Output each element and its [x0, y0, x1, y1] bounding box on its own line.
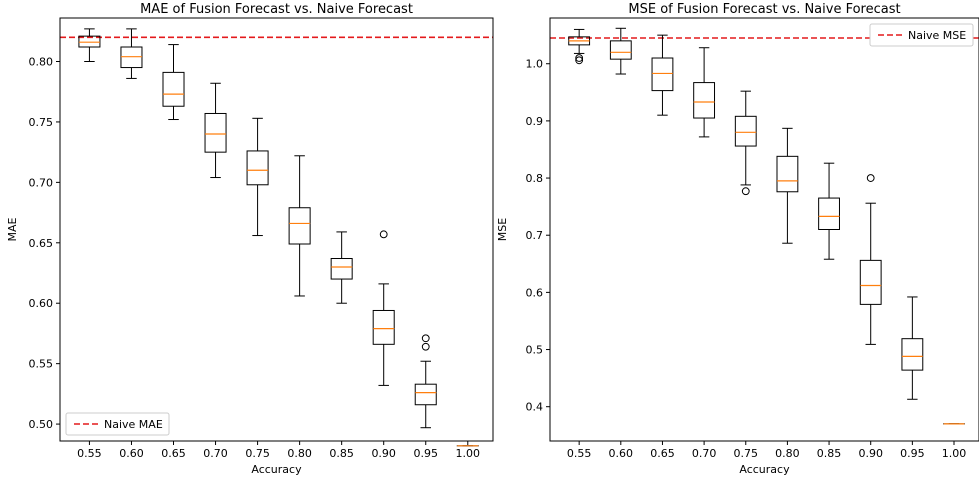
x-tick-label: 0.80 — [287, 447, 312, 460]
mae-chart-panel: MAE of Fusion Forecast vs. Naive Forecas… — [6, 2, 494, 476]
legend-label: Naive MSE — [908, 29, 966, 42]
mse-box-0.60 — [609, 27, 632, 75]
iqr-box — [901, 338, 924, 371]
mae-axes-frame — [59, 17, 494, 442]
x-tick-label: 0.95 — [413, 447, 438, 460]
iqr-box — [246, 150, 269, 186]
x-tick-label: 0.85 — [329, 447, 354, 460]
y-tick-label: 0.75 — [29, 116, 54, 129]
x-tick-label: 0.60 — [609, 447, 634, 460]
mse-box-0.55 — [568, 28, 591, 65]
mae-box-0.65 — [162, 44, 185, 121]
x-tick-label: 0.55 — [77, 447, 102, 460]
mae-box-0.55 — [78, 28, 101, 63]
y-tick-label: 0.50 — [29, 418, 54, 431]
y-tick-label: 0.65 — [29, 237, 54, 250]
mse-box-0.65 — [651, 34, 674, 116]
mae-box-0.90 — [372, 230, 395, 386]
x-tick-label: 0.65 — [650, 447, 675, 460]
iqr-box — [162, 71, 185, 107]
mse-box-0.85 — [818, 162, 840, 260]
mae-y-axis-label: MAE — [6, 217, 19, 241]
iqr-box — [609, 40, 632, 60]
mse-box-0.75 — [734, 90, 757, 196]
y-tick-label: 0.55 — [29, 358, 54, 371]
mse-chart-title: MSE of Fusion Forecast vs. Naive Forecas… — [628, 2, 900, 17]
x-tick-label: 0.60 — [119, 447, 144, 460]
iqr-box — [693, 82, 716, 119]
outlier-point — [379, 230, 388, 239]
outlier-point — [575, 56, 584, 65]
mse-legend: Naive MSE — [869, 23, 974, 47]
iqr-box — [330, 258, 353, 280]
x-tick-label: 0.75 — [245, 447, 270, 460]
iqr-box — [734, 115, 757, 147]
iqr-box — [651, 57, 674, 92]
x-tick-label: 0.70 — [692, 447, 717, 460]
mse-box-0.90 — [859, 174, 882, 345]
y-tick-label: 0.6 — [526, 286, 544, 299]
outlier-point — [741, 187, 750, 196]
x-tick-label: 0.85 — [817, 447, 842, 460]
y-tick-label: 0.5 — [526, 344, 544, 357]
x-tick-label: 0.90 — [371, 447, 396, 460]
mae-box-0.85 — [330, 231, 353, 304]
x-tick-label: 1.00 — [456, 447, 481, 460]
outlier-point — [575, 54, 584, 62]
y-tick-label: 0.8 — [526, 172, 544, 185]
iqr-box — [414, 383, 437, 406]
legend-frame — [65, 412, 170, 436]
mae-box-0.80 — [288, 155, 311, 297]
x-tick-label: 0.90 — [858, 447, 883, 460]
iqr-box — [859, 259, 882, 305]
mse-box-0.95 — [901, 296, 924, 400]
y-tick-label: 0.80 — [29, 56, 54, 69]
outlier-point — [866, 174, 875, 182]
x-tick-label: 1.00 — [942, 447, 967, 460]
y-tick-label: 0.4 — [526, 401, 544, 414]
x-tick-label: 0.55 — [567, 447, 592, 460]
legend-frame — [869, 23, 974, 47]
mae-box-0.60 — [120, 28, 143, 79]
mae-x-axis-label: Accuracy — [251, 463, 302, 476]
x-tick-label: 0.75 — [734, 447, 759, 460]
y-tick-label: 0.60 — [29, 297, 54, 310]
y-tick-label: 0.9 — [526, 115, 544, 128]
iqr-box — [288, 207, 311, 245]
mae-legend: Naive MAE — [65, 412, 170, 436]
iqr-box — [78, 35, 101, 48]
y-tick-label: 1.0 — [526, 58, 544, 71]
legend-label: Naive MAE — [104, 418, 163, 431]
mae-box-0.75 — [246, 117, 269, 237]
mse-chart-panel: MSE of Fusion Forecast vs. Naive Forecas… — [496, 2, 979, 476]
outlier-point — [421, 334, 430, 343]
iqr-box — [204, 112, 227, 153]
x-tick-label: 0.70 — [203, 447, 228, 460]
x-tick-label: 0.95 — [900, 447, 925, 460]
mae-box-0.70 — [204, 82, 227, 179]
iqr-box — [818, 197, 840, 230]
x-tick-label: 0.80 — [775, 447, 800, 460]
mse-box-0.70 — [693, 47, 716, 138]
iqr-box — [372, 309, 395, 345]
mse-x-axis-label: Accuracy — [739, 463, 790, 476]
iqr-box — [120, 46, 143, 69]
mae-chart-title: MAE of Fusion Forecast vs. Naive Forecas… — [140, 2, 413, 17]
outlier-point — [421, 342, 430, 351]
mse-axes-frame — [549, 17, 979, 442]
iqr-box — [776, 155, 799, 193]
y-tick-label: 0.70 — [29, 176, 54, 189]
y-tick-label: 0.7 — [526, 229, 544, 242]
x-tick-label: 0.65 — [161, 447, 186, 460]
mse-box-0.80 — [776, 127, 799, 244]
mse-y-axis-label: MSE — [496, 218, 509, 241]
mae-box-0.95 — [414, 334, 437, 429]
